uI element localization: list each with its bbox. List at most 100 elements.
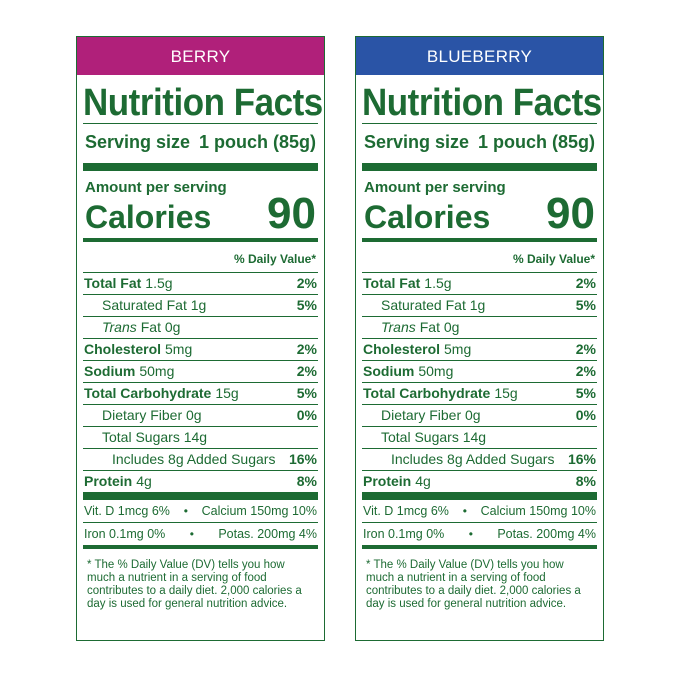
nutrient-label: Total Fat 1.5g: [363, 273, 452, 294]
calories-label: Calories: [85, 199, 212, 235]
nutrient-row: Saturated Fat 1g 5%: [362, 294, 597, 316]
vitamin-left: Iron 0.1mg 0%: [84, 527, 166, 541]
vitamin-row: Iron 0.1mg 0% • Potas. 200mg 4%: [83, 522, 318, 545]
nutrient-label: Includes 8g Added Sugars: [363, 449, 554, 470]
calories-value: 90: [267, 189, 316, 238]
nutrient-amount: 15g: [215, 385, 239, 401]
nutrient-list: Total Fat 1.5g 2% Saturated Fat 1g 5% Trans Fa…: [83, 272, 318, 492]
nutrient-label: Total Carbohydrate 15g: [363, 383, 518, 404]
daily-value-header: % Daily Value*: [512, 252, 595, 266]
nutrient-label: Cholesterol 5mg: [363, 339, 471, 360]
nutrient-label: Total Sugars 14g: [84, 427, 207, 448]
nutrient-label: Saturated Fat 1g: [84, 295, 206, 316]
nutrient-amount: Dietary Fiber 0g: [102, 407, 202, 423]
bullet-icon: •: [468, 527, 473, 541]
nutrient-amount: 5mg: [165, 341, 193, 357]
nutrient-amount: 1.5g: [145, 275, 173, 291]
divider-medium: [83, 238, 318, 242]
nutrient-percent: 2%: [296, 275, 317, 291]
nutrient-row: Dietary Fiber 0g 0%: [83, 404, 318, 426]
calories-row: Calories 90: [83, 192, 318, 236]
nutrient-row: Total Fat 1.5g 2%: [362, 272, 597, 294]
vitamin-row: Vit. D 1mcg 6% • Calcium 150mg 10%: [362, 500, 597, 522]
calories-row: Calories 90: [362, 192, 597, 236]
nutrient-row: Total Fat 1.5g 2%: [83, 272, 318, 294]
nutrient-amount: Saturated Fat 1g: [381, 297, 486, 313]
vitamin-left: Iron 0.1mg 0%: [363, 527, 445, 541]
nutrient-row: Dietary Fiber 0g 0%: [362, 404, 597, 426]
nutrient-amount: Total Sugars 14g: [381, 429, 487, 445]
nutrient-amount: 5mg: [444, 341, 472, 357]
divider-thick: [362, 492, 597, 500]
nutrient-row: Sodium 50mg 2%: [362, 360, 597, 382]
nutrient-row: Sodium 50mg 2%: [83, 360, 318, 382]
nutrient-name: Protein: [363, 473, 412, 489]
nutrient-amount: 1.5g: [424, 275, 452, 291]
divider-medium: [362, 545, 597, 549]
vitamin-row: Iron 0.1mg 0% • Potas. 200mg 4%: [362, 522, 597, 545]
divider-thick: [83, 492, 318, 500]
divider-medium: [83, 545, 318, 549]
nutrient-row: Includes 8g Added Sugars 16%: [83, 448, 318, 470]
vitamin-left: Vit. D 1mcg 6%: [84, 504, 170, 518]
nutrient-amount: Dietary Fiber 0g: [381, 407, 481, 423]
vitamin-row: Vit. D 1mcg 6% • Calcium 150mg 10%: [83, 500, 318, 522]
nutrient-label: Trans Fat 0g: [84, 317, 180, 338]
nutrient-name: Total Fat: [84, 275, 142, 291]
divider: [83, 123, 318, 124]
flavor-header: BERRY: [77, 37, 324, 75]
nutrient-percent: 0%: [575, 407, 596, 423]
nutrient-name: Protein: [84, 473, 133, 489]
calories-label: Calories: [364, 199, 491, 235]
nutrient-row: Total Carbohydrate 15g 5%: [83, 382, 318, 404]
nutrient-label: Dietary Fiber 0g: [84, 405, 202, 426]
divider-thick: [83, 163, 318, 171]
nutrition-panel-berry: BERRY Nutrition Facts Serving size 1 pou…: [76, 36, 325, 641]
vitamin-right: Calcium 150mg 10%: [201, 504, 317, 518]
daily-value-header: % Daily Value*: [233, 252, 316, 266]
nutrient-row: Trans Fat 0g: [362, 316, 597, 338]
nutrient-amount: Fat 0g: [419, 319, 460, 335]
bullet-icon: •: [189, 527, 194, 541]
nutrient-name: Total Carbohydrate: [363, 385, 491, 401]
serving-size-value: 1 pouch (85g): [477, 132, 595, 152]
calories-value: 90: [546, 189, 595, 238]
nutrient-name-italic: Trans: [102, 319, 137, 335]
vitamin-right: Potas. 200mg 4%: [218, 527, 317, 541]
nutrient-row: Total Sugars 14g: [362, 426, 597, 448]
nutrient-percent: 5%: [296, 297, 317, 313]
nutrient-name-italic: Trans: [381, 319, 416, 335]
nutrient-row: Cholesterol 5mg 2%: [362, 338, 597, 360]
vitamin-right: Calcium 150mg 10%: [480, 504, 596, 518]
bullet-icon: •: [183, 504, 188, 518]
nutrition-facts-title: Nutrition Facts: [83, 82, 323, 124]
serving-size-value: 1 pouch (85g): [198, 132, 316, 152]
nutrient-name: Cholesterol: [84, 341, 162, 357]
nutrient-name: Sodium: [84, 363, 136, 379]
nutrient-amount: Saturated Fat 1g: [102, 297, 207, 313]
nutrient-name: Cholesterol: [363, 341, 441, 357]
nutrient-amount: 4g: [415, 473, 431, 489]
nutrient-row: Cholesterol 5mg 2%: [83, 338, 318, 360]
serving-size-row: Serving size 1 pouch (85g): [83, 124, 318, 163]
nutrient-row: Includes 8g Added Sugars 16%: [362, 448, 597, 470]
nutrient-percent: 8%: [575, 473, 596, 489]
footnote: * The % Daily Value (DV) tells you how m…: [362, 549, 597, 611]
nutrient-percent: 2%: [575, 363, 596, 379]
nutrient-row: Protein 4g 8%: [362, 470, 597, 492]
nutrient-name: Sodium: [363, 363, 415, 379]
serving-size-label: Serving size: [364, 132, 470, 152]
amount-per-serving: Amount per serving: [364, 179, 506, 196]
nutrient-percent: 8%: [296, 473, 317, 489]
vitamin-right: Potas. 200mg 4%: [497, 527, 596, 541]
nutrient-list: Total Fat 1.5g 2% Saturated Fat 1g 5% Trans Fa…: [362, 272, 597, 492]
nutrient-percent: 5%: [296, 385, 317, 401]
nutrient-label: Saturated Fat 1g: [363, 295, 485, 316]
amount-per-serving: Amount per serving: [85, 179, 227, 196]
footnote: * The % Daily Value (DV) tells you how m…: [83, 549, 318, 611]
nutrient-amount: Fat 0g: [140, 319, 181, 335]
bullet-icon: •: [462, 504, 467, 518]
divider-thick: [362, 163, 597, 171]
nutrient-label: Total Carbohydrate 15g: [84, 383, 239, 404]
nutrient-percent: 5%: [575, 385, 596, 401]
